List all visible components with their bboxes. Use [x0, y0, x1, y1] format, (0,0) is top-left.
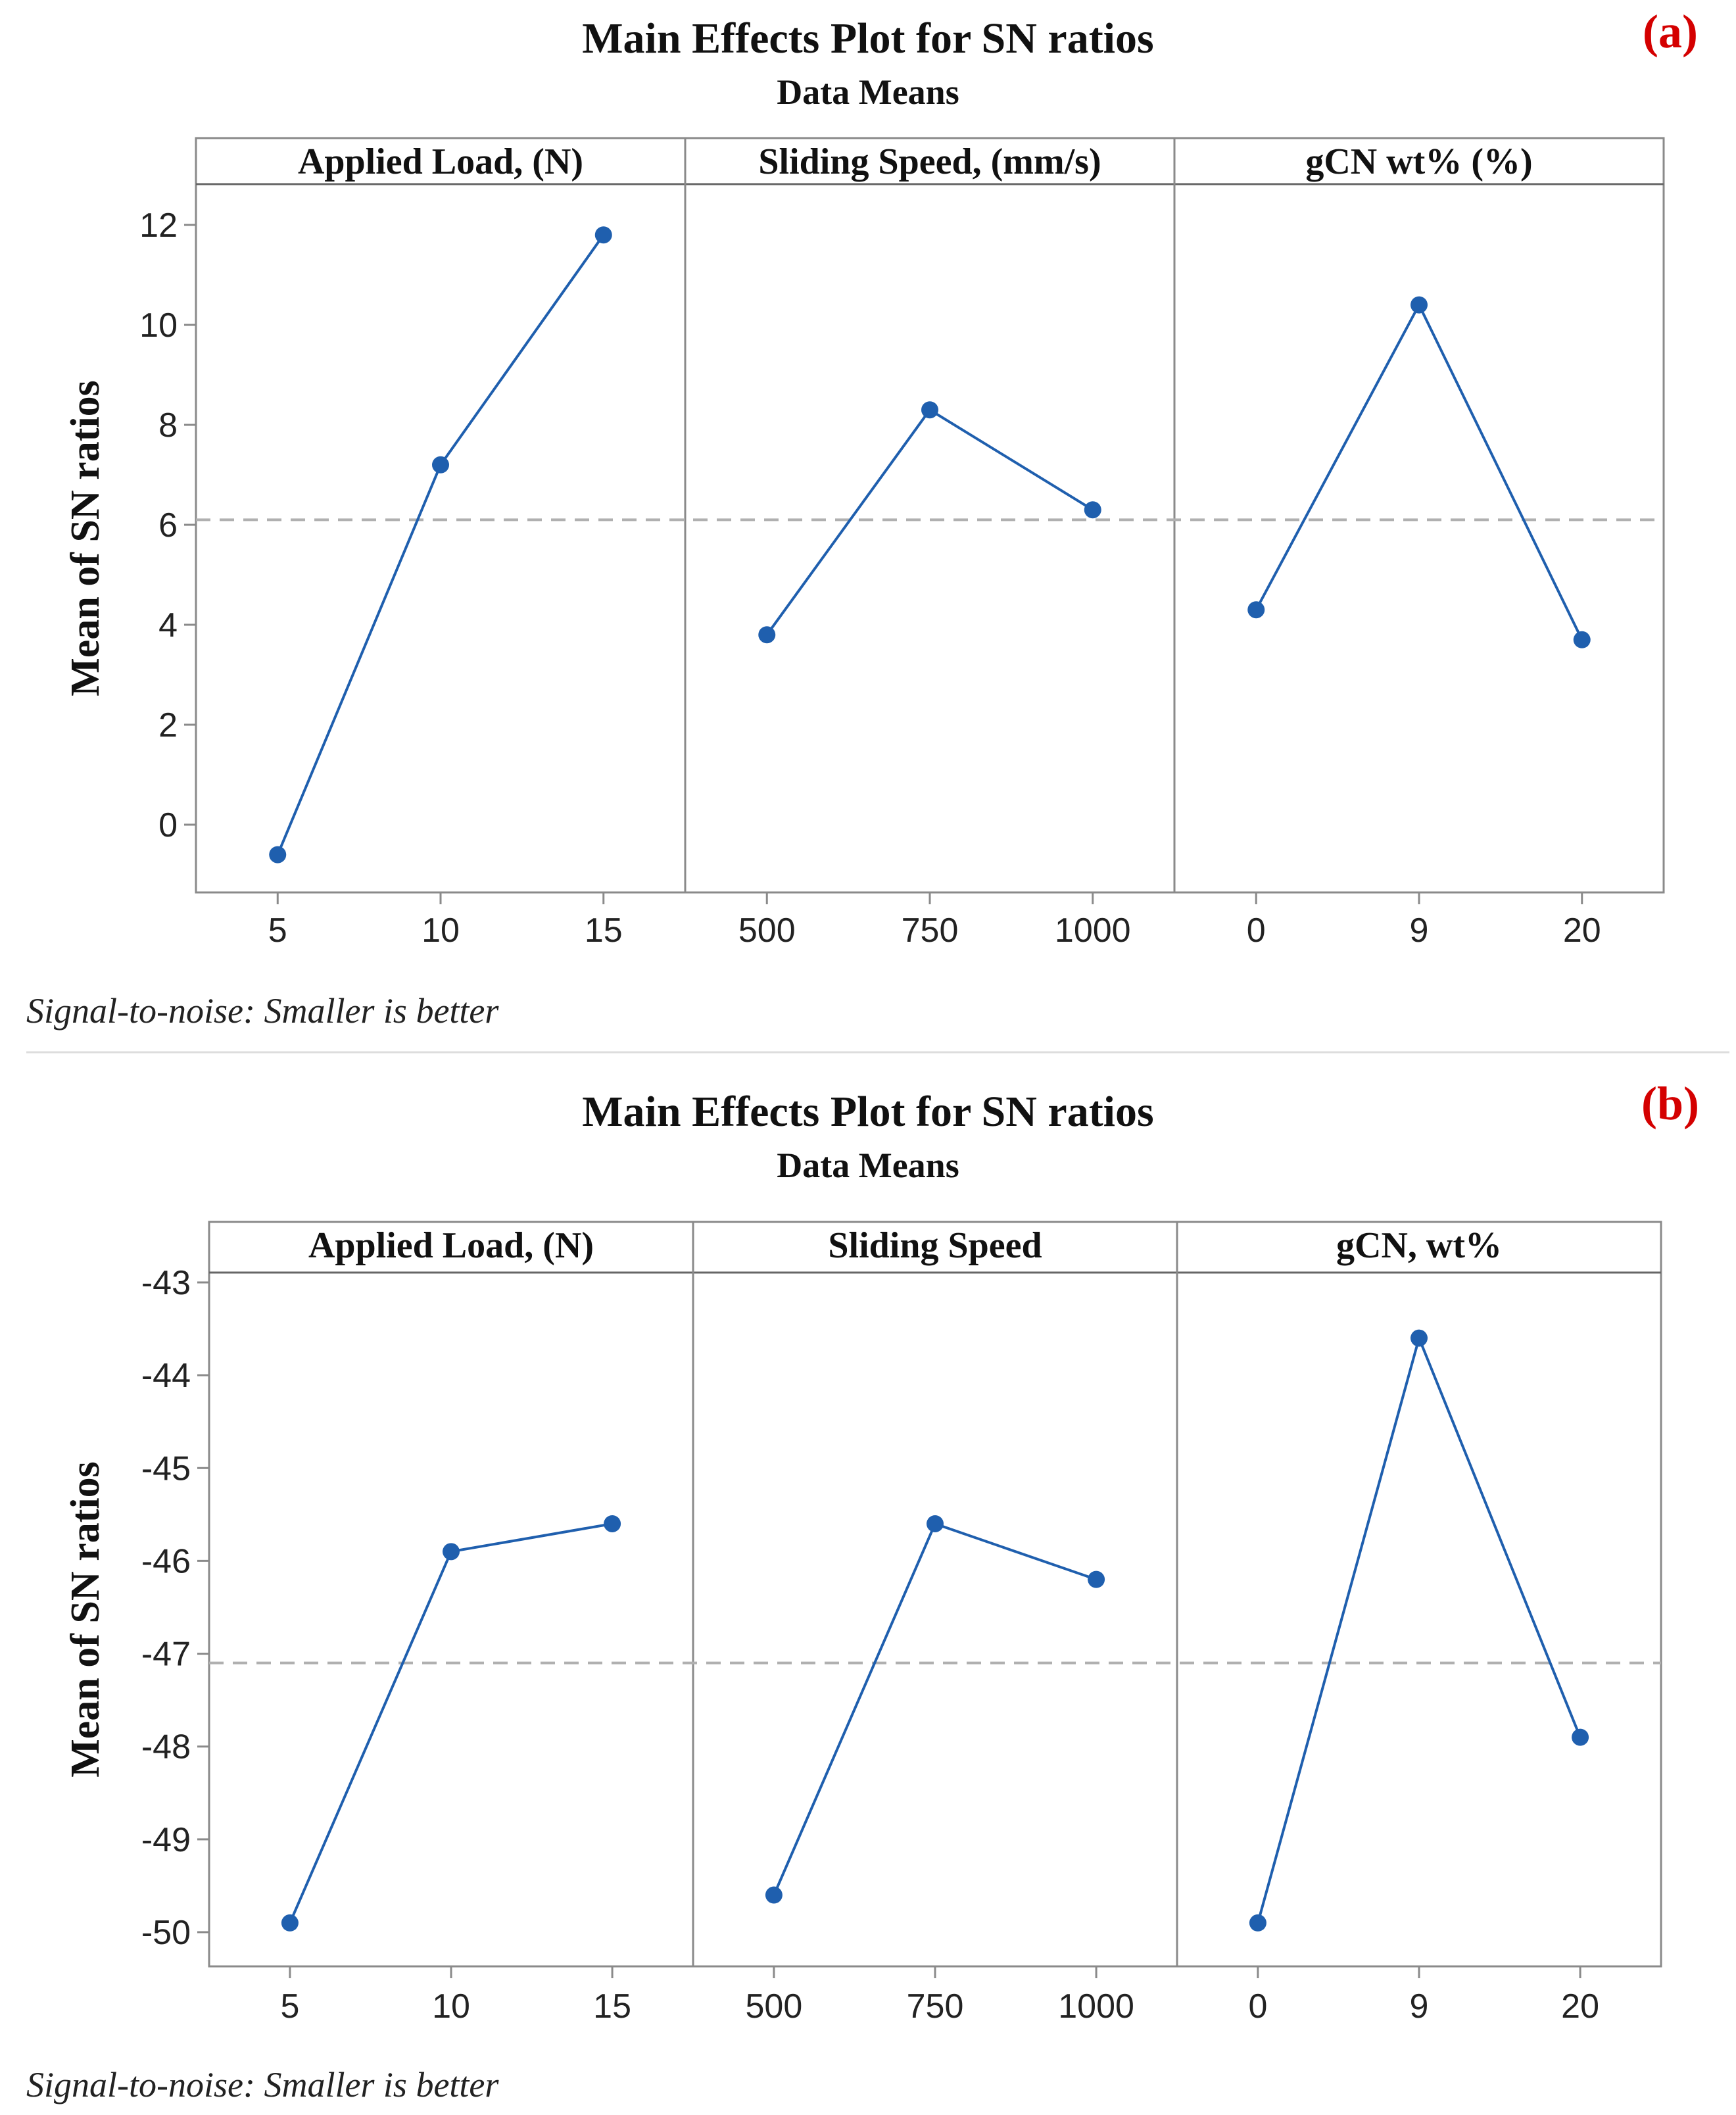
x-tick-label: 9	[1410, 1987, 1429, 2026]
x-tick-label: 750	[907, 1987, 964, 2026]
data-point	[921, 401, 938, 419]
data-point	[765, 1886, 783, 1904]
data-point	[269, 846, 287, 863]
chart-title: Main Effects Plot for SN ratios	[582, 14, 1153, 62]
data-point	[1572, 1728, 1589, 1746]
x-tick-label: 1000	[1055, 912, 1131, 950]
x-tick-label: 20	[1561, 1987, 1599, 2026]
data-point	[1088, 1570, 1105, 1588]
data-point	[1084, 501, 1101, 519]
x-tick-label: 1000	[1058, 1987, 1134, 2026]
panel-3: gCN wt% (%) 0 9 20	[1247, 141, 1601, 950]
chart-subtitle: Data Means	[777, 72, 959, 112]
chart-a: Main Effects Plot for SN ratios Data Mean…	[26, 5, 1698, 1031]
footnote: Signal-to-noise: Smaller is better	[26, 991, 499, 1031]
data-point	[1410, 1329, 1428, 1347]
series-line	[765, 408, 1094, 636]
x-tick-label: 0	[1248, 1987, 1267, 2026]
footnote: Signal-to-noise: Smaller is better	[26, 2065, 499, 2104]
y-axis-label: Mean of SN ratios	[63, 380, 108, 696]
chart-b: Main Effects Plot for SN ratios Data Mean…	[26, 1077, 1699, 2104]
series-line	[773, 1522, 1097, 1896]
y-axis-label: Mean of SN ratios	[63, 1461, 108, 1777]
y-tick-label: -50	[141, 1914, 191, 1952]
x-tick-label: 5	[280, 1987, 299, 2026]
x-tick-label: 9	[1410, 912, 1429, 950]
panel-1: Applied Load, (N) 5 10 15	[268, 141, 623, 950]
data-point	[758, 626, 776, 644]
series-line	[276, 234, 605, 856]
y-tick-label: -45	[141, 1449, 191, 1488]
data-point	[1573, 631, 1591, 648]
chart-subtitle: Data Means	[777, 1146, 959, 1185]
data-point	[927, 1515, 944, 1532]
y-tick-label: -48	[141, 1728, 191, 1766]
x-tick-label: 15	[593, 1987, 631, 2026]
y-tick-label: 12	[139, 207, 178, 245]
panel-header: gCN, wt%	[1336, 1225, 1502, 1266]
panel-2: Sliding Speed, (mm/s) 500 750 1000	[738, 141, 1131, 950]
panel-tag: (a)	[1643, 5, 1698, 58]
data-point	[604, 1515, 621, 1532]
x-tick-label: 5	[268, 912, 287, 950]
panel-3: gCN, wt% 0 9 20	[1248, 1225, 1599, 2026]
plot-frame	[208, 1221, 1662, 1968]
panel-header: Sliding Speed, (mm/s)	[758, 141, 1101, 182]
panel-1: Applied Load, (N) 5 10 15	[280, 1225, 631, 2026]
data-point	[281, 1914, 299, 1932]
panel-header: Applied Load, (N)	[298, 141, 583, 182]
y-tick-label: 6	[158, 506, 178, 545]
series-line	[1255, 302, 1583, 641]
data-point	[1249, 1914, 1266, 1932]
panel-2: Sliding Speed 500 750 1000	[746, 1225, 1134, 2026]
x-tick-label: 500	[746, 1987, 803, 2026]
data-point	[443, 1543, 460, 1561]
data-point	[1247, 601, 1265, 619]
y-tick-label: -44	[141, 1357, 191, 1395]
x-tick-label: 0	[1247, 912, 1266, 950]
y-tick-label: 0	[158, 806, 178, 844]
y-tick-label: 4	[158, 606, 178, 644]
y-tick-label: 2	[158, 706, 178, 744]
x-tick-label: 10	[432, 1987, 470, 2026]
x-tick-label: 10	[422, 912, 460, 950]
y-tick-label: -47	[141, 1636, 191, 1674]
y-tick-label: -43	[141, 1264, 191, 1302]
panel-header: Sliding Speed	[828, 1225, 1042, 1266]
chart-title: Main Effects Plot for SN ratios	[582, 1088, 1153, 1136]
y-tick-label: 8	[158, 406, 178, 445]
panel-header: Applied Load, (N)	[308, 1225, 594, 1266]
series-line	[289, 1522, 613, 1924]
y-tick-label: 10	[139, 306, 178, 345]
x-tick-label: 500	[738, 912, 796, 950]
series-line	[1256, 1334, 1581, 1924]
x-tick-label: 750	[902, 912, 959, 950]
data-point	[432, 456, 449, 474]
data-point	[594, 226, 612, 244]
plot-frame	[195, 137, 1665, 894]
y-tick-label: -46	[141, 1542, 191, 1580]
panel-tag: (b)	[1641, 1077, 1699, 1130]
data-point	[1410, 296, 1428, 314]
x-tick-label: 20	[1563, 912, 1601, 950]
panel-header: gCN wt% (%)	[1305, 141, 1532, 182]
y-tick-label: -49	[141, 1821, 191, 1859]
x-tick-label: 15	[585, 912, 623, 950]
